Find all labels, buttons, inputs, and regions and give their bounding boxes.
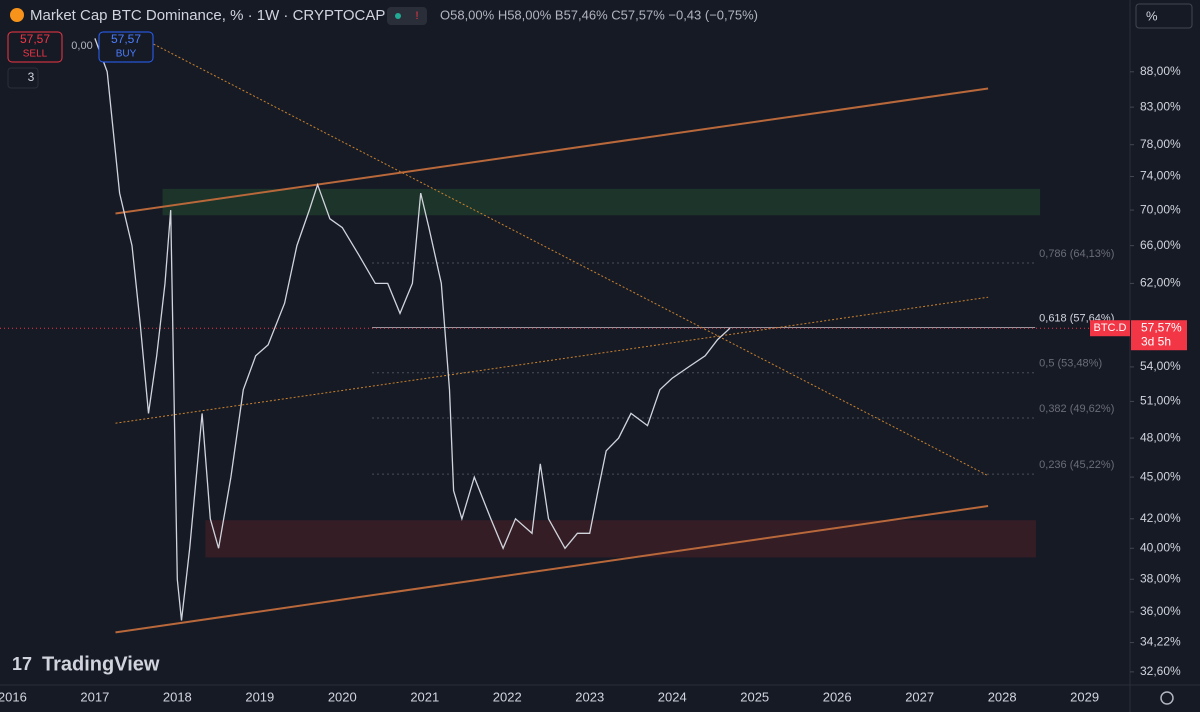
y-tick-label: 48,00% [1140,430,1181,444]
status-badge[interactable] [387,7,427,25]
buy-button[interactable] [98,31,154,63]
y-tick-label: 74,00% [1140,169,1181,183]
y-tick-label: 78,00% [1140,137,1181,151]
price-tag-countdown: 3d 5h [1141,334,1171,348]
x-tick-label: 2019 [245,689,274,704]
brand-logo: TradingView [42,653,160,675]
y-tick-label: 36,00% [1140,604,1181,618]
ohlc: O58,00% H58,00% B57,46% C57,57% −0,43 (−… [440,7,758,22]
buy-price: 57,57 [111,32,141,46]
x-tick-label: 2018 [163,689,192,704]
fib-label: 0,5 (53,48%) [1039,358,1102,370]
zone [205,520,1036,558]
trendline [115,505,989,634]
y-tick-label: 38,00% [1140,571,1181,585]
chart-title: Market Cap BTC Dominance, % · 1W · CRYPT… [30,7,385,24]
x-tick-label: 2026 [823,689,852,704]
trendline [115,296,989,424]
indicators-count: 3 [28,70,35,84]
price-line [94,38,731,621]
sell-price: 57,57 [20,32,50,46]
fib-label: 0,382 (49,62%) [1039,403,1114,415]
x-tick-label: 2021 [410,689,439,704]
y-tick-label: 66,00% [1140,238,1181,252]
y-tick-label: 51,00% [1140,394,1181,408]
x-tick-label: 2024 [658,689,687,704]
trendline [115,87,989,215]
zone [162,188,1041,216]
x-tick-label: 2016 [0,689,27,704]
symbol-tag [1090,320,1130,337]
settings-icon[interactable] [1160,691,1174,705]
x-tick-label: 2029 [1070,689,1099,704]
y-tick-label: 88,00% [1140,64,1181,78]
alert-icon: ! [415,10,418,22]
y-tick-label: 62,00% [1140,276,1181,290]
x-tick-label: 2022 [493,689,522,704]
sell-label: SELL [23,49,48,60]
fib-label: 0,786 (64,13%) [1039,248,1114,260]
y-tick-label: 83,00% [1140,99,1181,113]
x-tick-label: 2027 [905,689,934,704]
x-tick-label: 2028 [988,689,1017,704]
symbol-icon [10,8,24,22]
indicators-toggle[interactable] [7,67,39,89]
x-tick-label: 2017 [80,689,109,704]
y-tick-label: 42,00% [1140,511,1181,525]
x-tick-label: 2020 [328,689,357,704]
fib-label: 0,236 (45,22%) [1039,459,1114,471]
status-dot [395,13,401,19]
price-tag-value: 57,57% [1141,320,1182,334]
trendline [149,41,989,477]
y-tick-label: 34,22% [1140,635,1181,649]
x-tick-label: 2025 [740,689,769,704]
y-tick-label: 70,00% [1140,202,1181,216]
brand-mark: 17 [12,654,32,674]
symbol-tag-label: BTC.D [1094,322,1127,334]
y-tick-label: 45,00% [1140,469,1181,483]
spread: 0,00 [71,40,92,52]
y-tick-label: 40,00% [1140,540,1181,554]
x-tick-label: 2023 [575,689,604,704]
price-tag [1131,320,1187,351]
plot-area [0,38,1130,634]
y-tick-label: 54,00% [1140,359,1181,373]
buy-label: BUY [116,49,137,60]
scale-label: % [1146,8,1158,23]
y-tick-label: 32,60% [1140,664,1181,678]
scale-button[interactable] [1135,3,1193,29]
sell-button[interactable] [7,31,63,63]
